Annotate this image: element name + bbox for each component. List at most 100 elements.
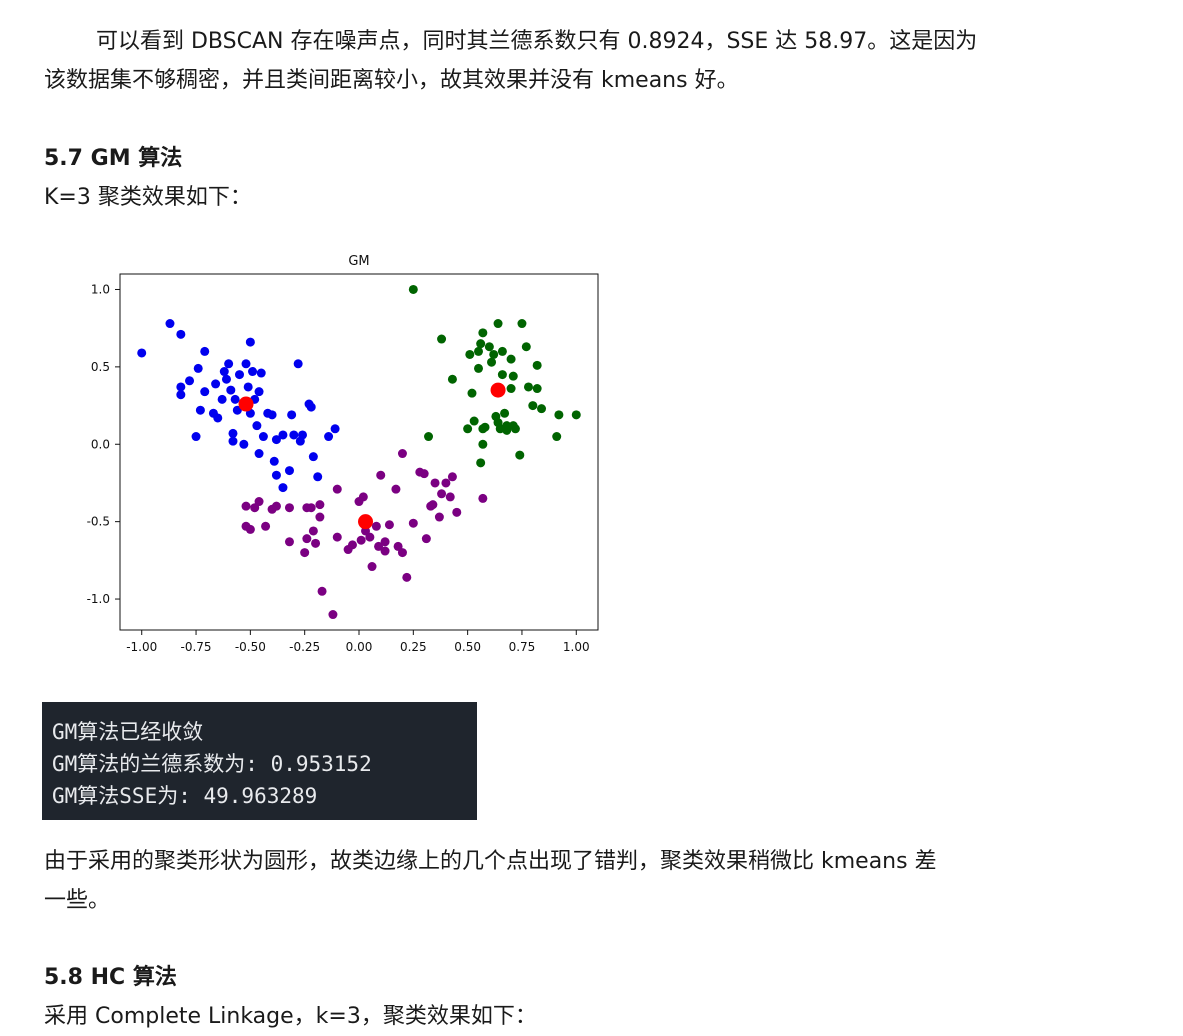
intro-line-1: 可以看到 DBSCAN 存在噪声点，同时其兰德系数只有 0.8924，SSE 达… xyxy=(96,29,978,54)
x-tick-label: 0.25 xyxy=(400,640,427,654)
conclusion-line-1: 由于采用的聚类形状为圆形，故类边缘上的几个点出现了错判，聚类效果稍微比 kmea… xyxy=(44,849,937,874)
data-points xyxy=(137,284,581,620)
data-point xyxy=(552,432,562,442)
data-point xyxy=(493,319,503,329)
data-point xyxy=(315,512,325,522)
data-point xyxy=(358,492,368,502)
data-point xyxy=(476,458,486,468)
data-point xyxy=(523,382,533,392)
data-point xyxy=(380,537,390,547)
data-point xyxy=(284,466,294,476)
conclusion-line-2: 一些。 xyxy=(44,888,111,913)
data-point xyxy=(176,390,186,400)
data-point xyxy=(365,532,375,542)
data-point xyxy=(356,535,366,545)
data-point xyxy=(241,359,251,369)
data-point xyxy=(271,470,281,480)
data-point xyxy=(306,402,316,412)
y-tick-label: -1.0 xyxy=(87,592,110,606)
data-point xyxy=(391,484,401,494)
data-point xyxy=(371,521,381,531)
data-point xyxy=(302,534,312,544)
cluster-center xyxy=(490,382,506,398)
data-point xyxy=(315,500,325,510)
data-point xyxy=(284,537,294,547)
data-point xyxy=(474,363,483,373)
data-point xyxy=(452,507,462,517)
data-point xyxy=(308,526,318,536)
data-point xyxy=(211,379,221,389)
data-point xyxy=(191,432,201,442)
data-point xyxy=(195,405,205,415)
data-point xyxy=(554,410,564,420)
plot-area-frame xyxy=(119,273,599,631)
data-point xyxy=(271,501,281,511)
data-point xyxy=(380,546,390,556)
data-point xyxy=(384,520,394,530)
data-point xyxy=(397,449,407,459)
data-point xyxy=(317,586,327,596)
section-subtitle-hc: 采用 Complete Linkage，k=3，聚类效果如下： xyxy=(44,1004,537,1029)
y-tick-label: 0.5 xyxy=(91,360,110,374)
data-point xyxy=(428,500,438,510)
data-point xyxy=(571,410,581,420)
data-point xyxy=(489,349,499,359)
data-point xyxy=(478,328,488,338)
data-point xyxy=(332,532,342,542)
data-point xyxy=(289,430,299,440)
console-line-sse: GM算法SSE为: 49.963289 xyxy=(52,784,318,808)
data-point xyxy=(537,404,547,414)
y-axis: 1.0 0.5 0.0 -0.5 -1.0 xyxy=(87,282,120,606)
data-point xyxy=(421,534,431,544)
data-point xyxy=(521,342,531,352)
x-tick-label: 1.00 xyxy=(563,640,590,654)
y-tick-label: 0.0 xyxy=(91,437,110,451)
data-point xyxy=(269,456,279,466)
data-point xyxy=(437,334,447,344)
data-point xyxy=(254,449,264,459)
data-point xyxy=(515,450,525,460)
cluster-center xyxy=(358,514,374,530)
data-point xyxy=(510,424,520,434)
data-point xyxy=(424,432,434,442)
data-point xyxy=(532,360,542,370)
y-tick-label: 1.0 xyxy=(91,282,110,296)
data-point xyxy=(224,359,234,369)
data-point xyxy=(474,346,483,356)
data-point xyxy=(311,538,321,548)
data-point xyxy=(300,548,310,558)
data-point xyxy=(219,367,229,377)
data-point xyxy=(258,432,268,442)
data-point xyxy=(287,410,297,420)
data-point xyxy=(308,452,318,462)
data-point xyxy=(480,422,490,432)
data-point xyxy=(213,413,223,423)
data-point xyxy=(434,512,444,522)
data-point xyxy=(397,548,407,558)
cluster-center xyxy=(238,396,254,412)
data-point xyxy=(528,401,538,411)
data-point xyxy=(293,359,303,369)
data-point xyxy=(324,432,334,442)
data-point xyxy=(217,394,227,404)
data-point xyxy=(497,346,507,356)
data-point xyxy=(419,469,429,479)
data-point xyxy=(437,489,447,499)
data-point xyxy=(332,484,342,494)
data-point xyxy=(176,382,186,392)
data-point xyxy=(137,348,147,358)
section-heading-gm: 5.7 GM 算法 xyxy=(44,146,183,171)
data-point xyxy=(502,425,512,435)
data-point xyxy=(330,424,340,434)
data-point xyxy=(374,541,384,551)
section-heading-hc: 5.8 HC 算法 xyxy=(44,965,177,990)
data-point xyxy=(408,284,418,294)
data-point xyxy=(228,436,238,446)
console-line-converged: GM算法已经收敛 xyxy=(52,720,204,744)
data-point xyxy=(243,382,253,392)
cluster-centers xyxy=(238,382,506,530)
data-point xyxy=(445,492,455,502)
data-point xyxy=(465,349,475,359)
data-point xyxy=(271,435,281,445)
data-point xyxy=(508,371,518,381)
